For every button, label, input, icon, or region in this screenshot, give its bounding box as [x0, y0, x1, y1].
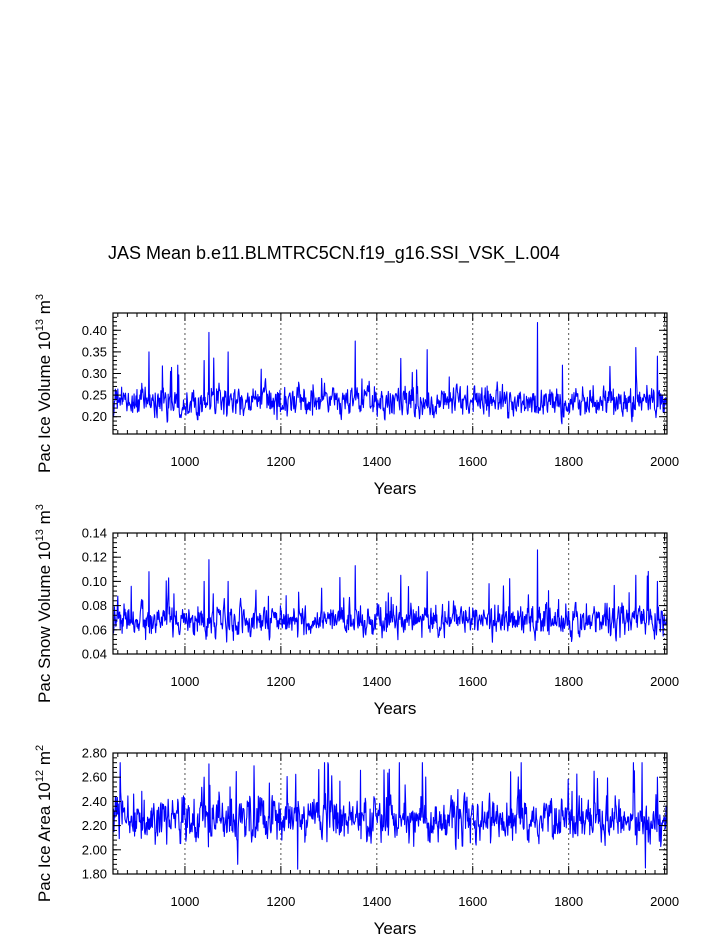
x-tick-label: 1600 — [458, 454, 487, 469]
plot-frame — [112, 532, 668, 655]
figure-title: JAS Mean b.e11.BLMTRC5CN.f19_g16.SSI_VSK… — [108, 243, 560, 264]
y-tick-label: 0.12 — [82, 550, 107, 565]
panel-pac-ice-area: 1000 1200 1400 1600 1800 2000 1.80 2.00 2.20 2.40… — [34, 745, 679, 935]
x-axis-title: Years — [374, 919, 417, 935]
x-tick-label: 1400 — [362, 674, 391, 689]
data-line-pac-ice-area — [112, 762, 668, 870]
x-tick-label: 2000 — [650, 674, 679, 689]
data-line-pac-snow-volume — [112, 549, 668, 643]
y-tick-label: 2.20 — [82, 818, 107, 833]
y-tick-label: 0.40 — [82, 323, 107, 338]
y-tick-label: 0.06 — [82, 622, 107, 637]
x-tick-label: 1400 — [362, 454, 391, 469]
x-tick-label: 2000 — [650, 894, 679, 909]
y-tick-label: 0.25 — [82, 388, 107, 403]
x-tick-label: 1000 — [170, 454, 199, 469]
x-tick-label: 1600 — [458, 674, 487, 689]
plot-frame — [112, 312, 668, 435]
x-tick-label: 1000 — [170, 894, 199, 909]
y-axis-title: Pac Ice Area 1012 m2 — [34, 745, 54, 902]
y-tick-label: 0.08 — [82, 598, 107, 613]
x-axis-title: Years — [374, 479, 417, 498]
x-tick-label: 1600 — [458, 894, 487, 909]
y-tick-label: 0.35 — [82, 344, 107, 359]
y-tick-label: 2.80 — [82, 746, 107, 761]
plot-frame — [112, 752, 668, 875]
x-tick-label: 2000 — [650, 454, 679, 469]
panel-pac-snow-volume: 1000 1200 1400 1600 1800 2000 0.04 0.06 0.08 0.10… — [34, 504, 679, 718]
y-tick-label: 0.30 — [82, 366, 107, 381]
x-tick-label: 1800 — [554, 454, 583, 469]
y-tick-label: 0.04 — [82, 647, 107, 662]
y-axis-title: Pac Snow Volume 1013 m3 — [34, 504, 54, 703]
y-axis-title: Pac Ice Volume 1013 m3 — [34, 294, 54, 473]
y-tick-label: 1.80 — [82, 867, 107, 882]
x-tick-label: 1200 — [266, 674, 295, 689]
x-tick-label: 1200 — [266, 454, 295, 469]
x-tick-label: 1800 — [554, 674, 583, 689]
y-tick-label: 0.14 — [82, 526, 107, 541]
x-tick-label: 1800 — [554, 894, 583, 909]
y-tick-label: 0.20 — [82, 409, 107, 424]
y-tick-label: 2.60 — [82, 770, 107, 785]
x-tick-label: 1200 — [266, 894, 295, 909]
panels: 1000 1200 1400 1600 1800 2000 0.20 0.25 0.30 0.35… — [34, 294, 679, 935]
y-tick-label: 2.00 — [82, 842, 107, 857]
x-tick-label: 1000 — [170, 674, 199, 689]
y-tick-label: 0.10 — [82, 574, 107, 589]
x-axis-title: Years — [374, 699, 417, 718]
data-line-pac-ice-volume — [112, 321, 668, 425]
x-tick-label: 1400 — [362, 894, 391, 909]
y-tick-label: 2.40 — [82, 794, 107, 809]
panel-pac-ice-volume: 1000 1200 1400 1600 1800 2000 0.20 0.25 0.30 0.35… — [34, 294, 679, 498]
